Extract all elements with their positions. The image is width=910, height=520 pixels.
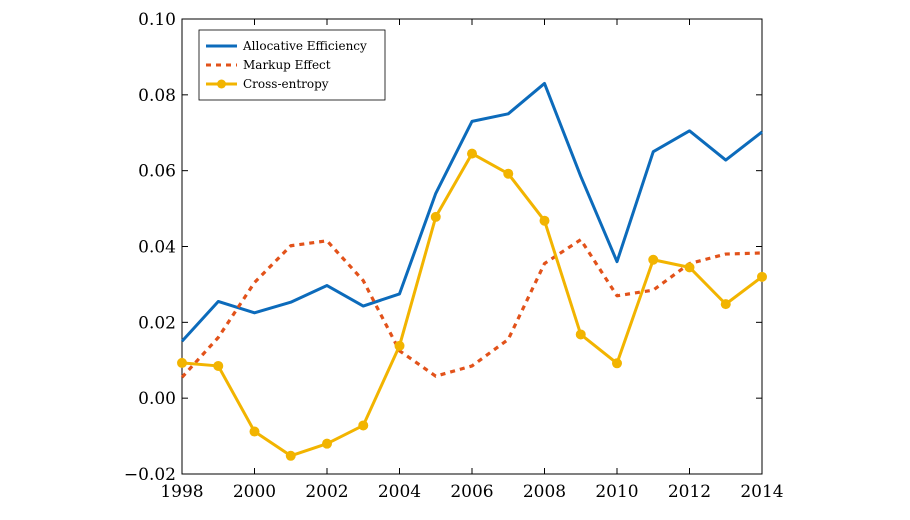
data-point — [684, 262, 695, 273]
data-point — [213, 360, 224, 371]
series-1 — [180, 238, 763, 379]
x-tick-label: 2006 — [450, 482, 493, 502]
data-point — [720, 299, 731, 310]
y-tick-label: 0.06 — [138, 162, 176, 182]
data-point — [467, 148, 477, 159]
series-2 — [177, 148, 767, 461]
series-layer — [177, 81, 767, 461]
data-point — [322, 438, 332, 449]
x-axis: 1998 2000 2002 2004 2006 2008 2010 2012 2014 — [160, 19, 784, 502]
y-tick-label: 0.00 — [138, 389, 176, 409]
x-tick-label: 2012 — [668, 482, 711, 502]
x-tick-label: 2004 — [378, 482, 421, 502]
y-tick-label: 0.10 — [138, 10, 176, 30]
y-axis: −0.02 0.00 0.02 0.04 0.06 0.08 0.10 — [124, 10, 762, 485]
y-tick-label: 0.04 — [138, 238, 176, 258]
series-0 — [180, 81, 763, 343]
legend-label: Allocative Efficiency — [242, 39, 367, 53]
y-tick-label: −0.02 — [124, 465, 176, 485]
data-point — [575, 329, 586, 340]
x-tick-label: 1998 — [160, 482, 203, 502]
data-point — [757, 271, 767, 282]
legend-marker — [217, 79, 226, 89]
legend: Allocative Efficiency Markup Effect Cross-… — [198, 29, 386, 101]
data-point — [285, 450, 296, 461]
x-tick-label: 2014 — [740, 482, 783, 502]
y-tick-label: 0.08 — [138, 86, 176, 106]
legend-label: Markup Effect — [243, 58, 331, 72]
data-point — [177, 357, 187, 368]
data-point — [503, 168, 514, 179]
series-line — [180, 238, 763, 379]
data-point — [430, 211, 441, 222]
data-point — [394, 340, 405, 351]
legend-label: Cross-entropy — [243, 77, 329, 91]
data-point — [358, 420, 369, 431]
x-tick-label: 2002 — [305, 482, 348, 502]
x-tick-label: 2008 — [523, 482, 566, 502]
series-line — [180, 81, 763, 343]
data-point — [612, 358, 622, 369]
data-point — [539, 215, 550, 226]
data-point — [249, 426, 260, 437]
x-tick-label: 2000 — [233, 482, 276, 502]
data-point — [648, 254, 659, 265]
x-tick-label: 2010 — [595, 482, 638, 502]
y-tick-label: 0.02 — [138, 313, 176, 333]
